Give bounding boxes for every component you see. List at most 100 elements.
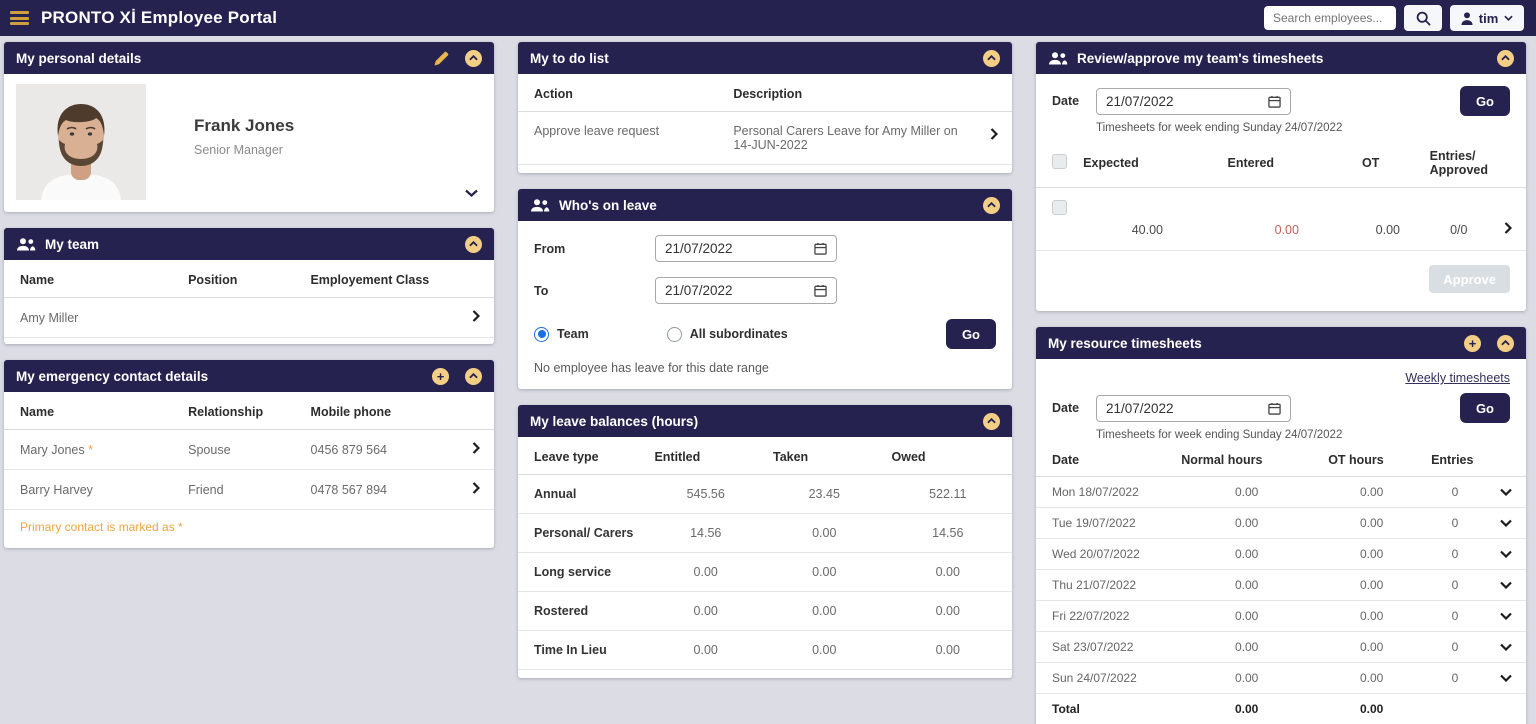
resource-table: Date Normal hours OT hours Entries Mon 1… [1036,443,1526,724]
card-title: My personal details [16,50,142,66]
column-header-ot: OT [1354,136,1422,188]
total-ot-hours: 0.00 [1359,702,1384,716]
chevron-down-icon[interactable] [1500,485,1512,499]
timesheet-day-row[interactable]: Sat 23/07/2022 0.00 0.00 0 [1036,631,1526,663]
contact-name: Barry Harvey [20,482,93,497]
card-title: My team [45,236,100,252]
whos-on-leave-go-button[interactable]: Go [945,319,996,349]
top-navbar: PRONTO Xİ Employee Portal tim [0,0,1536,36]
collapse-icon[interactable] [465,235,482,253]
ot-hours: 0.00 [1354,187,1422,251]
chevron-right-icon[interactable] [472,310,481,325]
collapse-icon[interactable] [983,412,1000,430]
from-date-input[interactable]: 21/07/2022 [655,235,837,262]
edit-pencil-icon[interactable] [434,51,449,66]
column-header-name: Name [4,392,181,430]
column-header-taken: Taken [764,437,884,475]
column-header-normal-hours: Normal hours [1173,443,1321,477]
resource-timesheets-card: My resource timesheets + Weekly timeshee… [1036,327,1526,724]
timesheet-day-row[interactable]: Fri 22/07/2022 0.00 0.00 0 [1036,600,1526,632]
leave-table-header-row: Leave type Entitled Taken Owed [518,437,1012,475]
chevron-down-icon[interactable] [1500,547,1512,561]
chevron-down-icon[interactable] [1500,671,1512,685]
from-date-value: 21/07/2022 [665,241,733,256]
todo-row[interactable]: Approve leave request Personal Carers Le… [518,111,1012,165]
team-radio[interactable] [534,326,549,342]
review-table-header-row: Expected Entered OT Entries/Approved [1036,136,1526,188]
column-header-expected: Expected [1075,136,1220,188]
chevron-down-icon[interactable] [1500,640,1512,654]
chevron-right-icon[interactable] [1504,222,1513,237]
timesheet-day-row[interactable]: Tue 19/07/2022 0.00 0.00 0 [1036,507,1526,539]
review-date-value: 21/07/2022 [1106,93,1174,109]
chevron-right-icon[interactable] [472,442,481,457]
approve-button[interactable]: Approve [1429,265,1510,293]
personal-details-card: My personal details [4,42,494,212]
team-member-name: Amy Miller [4,297,181,338]
resource-date-input[interactable]: 21/07/2022 [1096,394,1291,422]
card-title: My to do list [530,50,609,66]
navbar-right: tim [1264,5,1524,31]
timesheet-day-row[interactable]: Wed 20/07/2022 0.00 0.00 0 [1036,538,1526,570]
resource-date-value: 21/07/2022 [1106,400,1174,416]
chevron-right-icon[interactable] [990,128,999,143]
timesheet-review-row[interactable]: 40.00 0.00 0.00 0/0 [1036,187,1526,251]
timesheet-day-row[interactable]: Mon 18/07/2022 0.00 0.00 0 [1036,476,1526,508]
weekly-timesheets-link[interactable]: Weekly timesheets [1405,371,1510,385]
timesheet-day-row[interactable]: Thu 21/07/2022 0.00 0.00 0 [1036,569,1526,601]
chevron-right-icon[interactable] [472,482,481,497]
team-row[interactable]: Amy Miller [4,297,494,338]
search-button[interactable] [1404,5,1442,31]
whos-on-leave-body: From 21/07/2022 To 21/07/2022 Team [518,221,1012,389]
collapse-icon[interactable] [465,49,482,67]
entries-approved: 0/0 [1421,187,1496,251]
calendar-icon [814,284,827,297]
expand-chevron-down-icon[interactable] [465,184,478,202]
personal-details-header: My personal details [4,42,494,74]
total-row: Total 0.00 0.00 [1036,694,1526,724]
todo-list-header: My to do list [518,42,1012,74]
my-team-header: My team [4,228,494,260]
review-timesheets-header: Review/approve my team's timesheets [1036,42,1526,74]
all-subordinates-radio-label: All subordinates [689,327,788,341]
collapse-icon[interactable] [983,196,1000,214]
people-icon [530,198,550,212]
review-go-button[interactable]: Go [1459,86,1510,116]
hamburger-menu-icon[interactable] [10,11,29,25]
search-icon [1416,11,1431,26]
primary-contact-note: Primary contact is marked as * [20,520,183,534]
collapse-icon[interactable] [465,367,482,385]
card-title: My leave balances (hours) [530,413,699,429]
leave-balances-table: Leave type Entitled Taken Owed Annual 54… [518,437,1012,670]
row-checkbox[interactable] [1052,200,1067,215]
contact-row[interactable]: Mary Jones * Spouse 0456 879 564 [4,429,494,470]
search-input[interactable] [1264,6,1396,30]
column-header-employment-class: Employement Class [302,260,464,298]
app-title: PRONTO Xİ Employee Portal [41,8,278,27]
review-date-input[interactable]: 21/07/2022 [1096,87,1291,115]
chevron-down-icon[interactable] [1500,516,1512,530]
primary-mark: * [88,442,93,457]
todo-list-card: My to do list Action Description Approve… [518,42,1012,173]
todo-table: Action Description Approve leave request… [518,74,1012,165]
all-subordinates-radio[interactable] [666,326,682,342]
contact-row[interactable]: Barry Harvey Friend 0478 567 894 [4,469,494,510]
to-date-input[interactable]: 21/07/2022 [655,277,837,304]
collapse-icon[interactable] [1497,334,1514,352]
resource-go-button[interactable]: Go [1459,393,1510,423]
collapse-icon[interactable] [1497,49,1514,67]
resource-date-section: Date 21/07/2022 Go Timesheets for week e… [1036,387,1526,441]
resource-table-header-row: Date Normal hours OT hours Entries [1036,443,1526,477]
select-all-checkbox[interactable] [1052,154,1067,169]
collapse-icon[interactable] [983,49,1000,67]
user-menu-button[interactable]: tim [1450,5,1524,31]
chevron-down-icon[interactable] [1500,578,1512,592]
chevron-down-icon[interactable] [1500,609,1512,623]
add-icon[interactable]: + [432,367,449,385]
add-icon[interactable]: + [1464,334,1481,352]
column-header-entitled: Entitled [646,437,765,475]
from-label: From [534,241,566,256]
emergency-table-header-row: Name Relationship Mobile phone [4,392,494,430]
timesheet-day-row[interactable]: Sun 24/07/2022 0.00 0.00 0 [1036,662,1526,694]
review-table: Expected Entered OT Entries/Approved 40.… [1036,136,1526,251]
